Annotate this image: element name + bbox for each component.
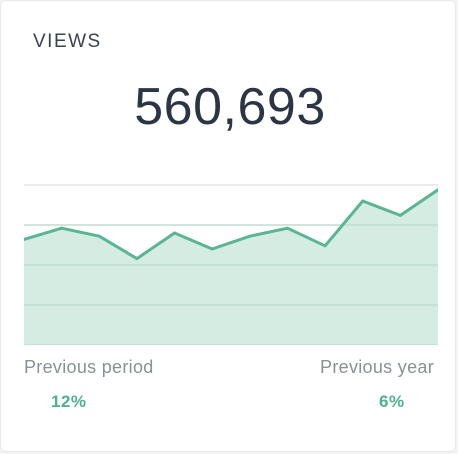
views-area-chart <box>24 184 438 345</box>
data-point <box>173 231 177 235</box>
data-point <box>135 257 139 261</box>
data-point <box>361 199 365 203</box>
total-views: 560,693 <box>134 78 326 136</box>
data-point <box>248 234 252 238</box>
views-series-line <box>24 188 438 261</box>
views-area-fill <box>24 189 438 345</box>
data-point <box>398 213 402 217</box>
previous-year-label: Previous year <box>320 357 434 377</box>
data-point <box>285 226 289 230</box>
previous-year-change: 6% <box>379 392 405 411</box>
data-point <box>210 247 214 251</box>
data-point <box>24 237 26 241</box>
previous-period-label: Previous period <box>24 357 154 377</box>
data-point <box>97 234 101 238</box>
data-point <box>323 244 327 248</box>
previous-period-change: 12% <box>51 392 87 411</box>
data-point <box>436 188 438 192</box>
card-title: VIEWS <box>33 31 102 52</box>
data-point <box>60 226 64 230</box>
